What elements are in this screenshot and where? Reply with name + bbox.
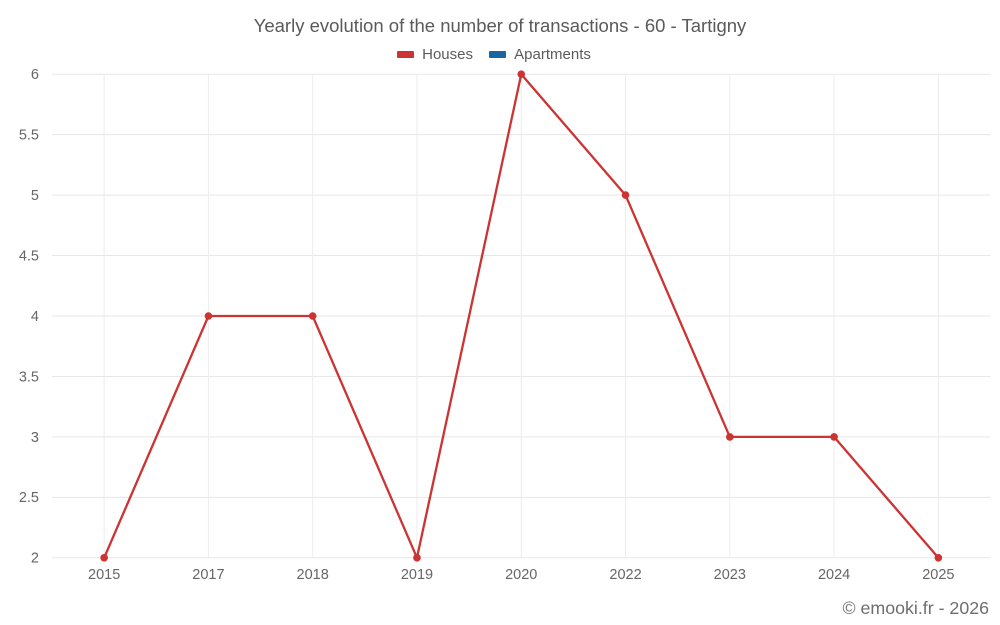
svg-text:2019: 2019 <box>401 567 433 583</box>
svg-text:4.5: 4.5 <box>19 249 39 265</box>
svg-text:2018: 2018 <box>297 567 329 583</box>
svg-text:3: 3 <box>31 430 39 446</box>
svg-text:5.5: 5.5 <box>19 128 39 144</box>
svg-text:2: 2 <box>31 551 39 567</box>
svg-text:2015: 2015 <box>88 567 120 583</box>
svg-text:5: 5 <box>31 188 39 204</box>
svg-text:3.5: 3.5 <box>19 370 39 386</box>
svg-text:2017: 2017 <box>192 567 224 583</box>
svg-text:2.5: 2.5 <box>19 490 39 506</box>
svg-text:6: 6 <box>31 67 39 83</box>
svg-text:4: 4 <box>31 309 39 325</box>
svg-text:2020: 2020 <box>505 567 537 583</box>
svg-text:2023: 2023 <box>714 567 746 583</box>
svg-text:2025: 2025 <box>922 567 954 583</box>
svg-text:2024: 2024 <box>818 567 850 583</box>
svg-text:2022: 2022 <box>609 567 641 583</box>
